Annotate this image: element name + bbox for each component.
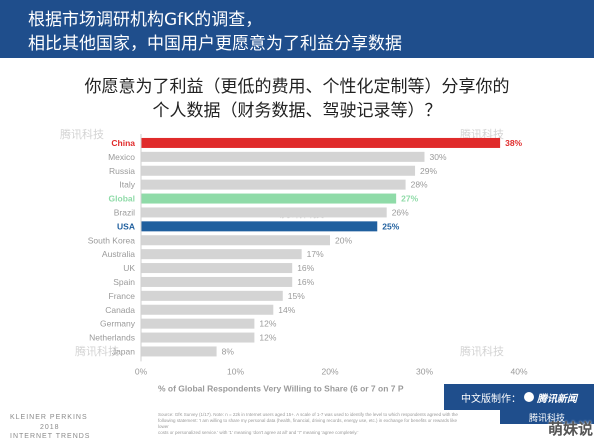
value-label-uk: 16% xyxy=(297,263,314,273)
credit-logo-icon xyxy=(524,392,534,402)
x-axis-label: % of Global Respondents Very Willing to … xyxy=(158,383,404,393)
bar-usa xyxy=(141,221,378,232)
category-label-russia: Russia xyxy=(109,166,135,176)
header-title-line1: 根据市场调研机构GfK的调查， xyxy=(28,10,263,30)
x-tick-label-10: 10% xyxy=(227,366,244,376)
footer-report: INTERNET TRENDS xyxy=(10,433,91,440)
value-label-usa: 25% xyxy=(382,221,399,231)
value-label-brazil: 26% xyxy=(392,207,409,217)
bar-canada xyxy=(141,304,274,315)
value-label-germany: 12% xyxy=(259,319,276,329)
footer-brand: KLEINER PERKINS xyxy=(10,414,88,421)
category-label-australia: Australia xyxy=(102,249,135,259)
category-label-germany: Germany xyxy=(100,319,136,329)
category-label-japan: Japan xyxy=(112,346,135,356)
footer-source-line3: costs or personalized service.' with '1'… xyxy=(158,430,359,435)
bar-italy xyxy=(141,179,406,190)
bar-uk xyxy=(141,263,293,274)
value-label-south-korea: 20% xyxy=(335,235,352,245)
header-title-line2: 相比其他国家，中国用户更愿意为了利益分享数据 xyxy=(28,34,402,54)
footer-source: Source: GfK Survey (1/17). Note: n = 22k… xyxy=(158,412,458,436)
value-label-australia: 17% xyxy=(307,249,324,259)
credit-label: 中文版制作： xyxy=(461,393,521,405)
watermark-bottom-left: 腾讯科技 xyxy=(75,345,119,358)
bar-south-korea xyxy=(141,235,330,246)
category-label-south-korea: South Korea xyxy=(88,235,136,245)
x-tick-label-30: 30% xyxy=(416,366,433,376)
category-label-canada: Canada xyxy=(105,305,135,315)
category-label-uk: UK xyxy=(123,263,135,273)
bar-global xyxy=(141,193,397,204)
value-label-spain: 16% xyxy=(297,277,314,287)
x-tick-label-20: 20% xyxy=(321,366,338,376)
category-label-usa: USA xyxy=(117,221,135,231)
watermark-left: 腾讯科技 xyxy=(60,128,104,141)
watermark-stamp: 萌妹说 xyxy=(548,420,594,438)
x-tick-label-0: 0% xyxy=(135,366,148,376)
value-label-netherlands: 12% xyxy=(259,333,276,343)
category-label-brazil: Brazil xyxy=(114,207,135,217)
footer-year: 2018 xyxy=(40,424,60,431)
credit-brand: 腾讯新闻 xyxy=(537,393,577,405)
value-label-italy: 28% xyxy=(411,180,428,190)
value-label-mexico: 30% xyxy=(430,152,447,162)
header-banner xyxy=(0,0,594,58)
bar-netherlands xyxy=(141,332,255,343)
value-label-russia: 29% xyxy=(420,166,437,176)
bar-germany xyxy=(141,318,255,329)
footer-source-line1: Source: GfK Survey (1/17). Note: n = 22k… xyxy=(158,412,458,417)
credit-brand-2: 腾讯科技 xyxy=(528,413,565,424)
value-label-global: 27% xyxy=(401,194,418,204)
bar-france xyxy=(141,290,283,301)
category-label-spain: Spain xyxy=(113,277,135,287)
value-label-france: 15% xyxy=(288,291,305,301)
credit-badge-2: 腾讯科技 xyxy=(500,410,594,424)
bar-china xyxy=(141,137,501,148)
credit-badge: 中文版制作： 腾讯新闻 xyxy=(444,384,594,410)
bar-japan xyxy=(141,346,217,357)
value-label-china: 38% xyxy=(505,138,522,148)
question-line2: 个人数据（财务数据、驾驶记录等）？ xyxy=(152,101,442,121)
category-label-global: Global xyxy=(109,194,135,204)
value-label-canada: 14% xyxy=(278,305,295,315)
bar-spain xyxy=(141,276,293,287)
bar-russia xyxy=(141,165,416,176)
category-label-mexico: Mexico xyxy=(108,152,135,162)
watermark-right: 腾讯科技 xyxy=(460,128,504,141)
category-label-france: France xyxy=(109,291,136,301)
category-label-china: China xyxy=(111,138,135,148)
x-tick-label-40: 40% xyxy=(510,366,527,376)
bar-australia xyxy=(141,249,302,260)
bar-brazil xyxy=(141,207,387,218)
watermark-bottom-right: 腾讯科技 xyxy=(460,345,504,358)
category-label-italy: Italy xyxy=(119,180,135,190)
category-label-netherlands: Netherlands xyxy=(89,333,135,343)
question-line1: 你愿意为了利益（更低的费用、个性化定制等）分享你的 xyxy=(84,77,510,97)
footer-source-line2: following statement: 'I am willing to sh… xyxy=(158,418,458,429)
value-label-japan: 8% xyxy=(222,346,235,356)
bar-mexico xyxy=(141,151,425,162)
